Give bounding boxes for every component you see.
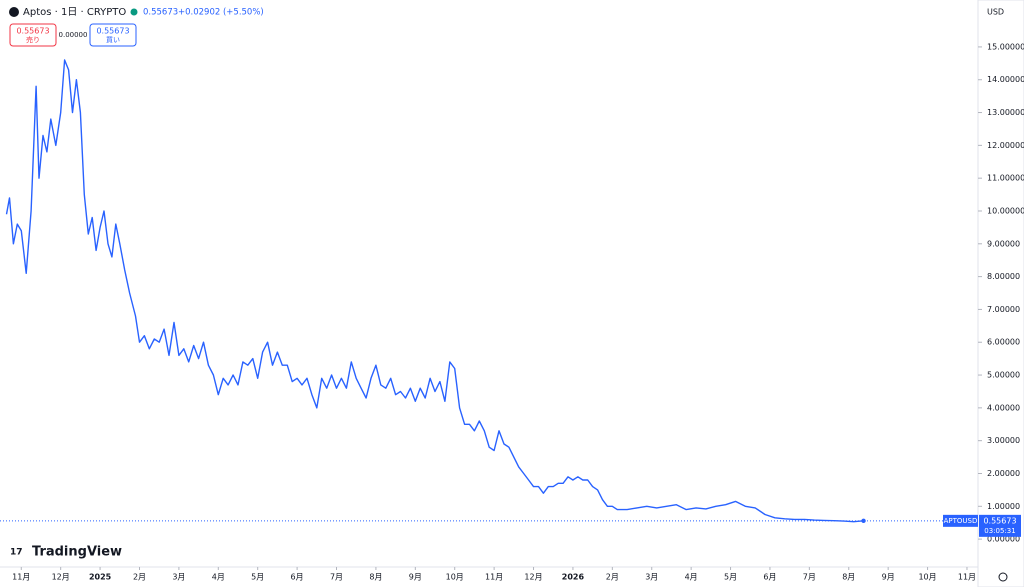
x-tick-label: 8月 [369, 573, 382, 582]
x-tick-label: 11月 [958, 573, 976, 582]
y-tick-label: 9.00000 [987, 239, 1020, 248]
symbol-tag [943, 514, 978, 527]
last-point [861, 518, 866, 524]
y-tick-label: 7.00000 [987, 305, 1020, 314]
x-tick-label: 6月 [291, 573, 304, 582]
y-tick-label: 1.00000 [987, 502, 1020, 511]
symbol-tag-text: APTOUSD [944, 517, 978, 525]
x-tick-label: 2月 [606, 573, 619, 582]
spread: 0.00000 [59, 31, 88, 39]
y-tick-label: 14.00000 [987, 75, 1024, 84]
y-tick-label: 10.00000 [987, 206, 1024, 215]
x-tick-label: 7月 [330, 573, 343, 582]
y-tick-label: 13.00000 [987, 108, 1024, 117]
symbol-icon [9, 7, 19, 17]
y-tick-label: 5.00000 [987, 371, 1020, 380]
x-tick-label: 9月 [882, 573, 895, 582]
x-tick-label: 5月 [251, 573, 264, 582]
x-tick-label: 7月 [803, 573, 816, 582]
x-tick-label: 10月 [918, 573, 936, 582]
x-tick-label: 10月 [446, 573, 464, 582]
x-tick-label: 3月 [172, 573, 185, 582]
y-tick-label: 2.00000 [987, 469, 1020, 478]
x-tick-label: 4月 [212, 573, 225, 582]
y-tick-label: 12.00000 [987, 141, 1024, 150]
logo-text: TradingView [32, 545, 122, 560]
buy-label[interactable]: 買い [106, 36, 120, 44]
x-tick-label: 6月 [763, 573, 776, 582]
buy-price[interactable]: 0.55673 [96, 27, 129, 36]
x-tick-label: 11月 [12, 573, 30, 582]
price-tag [979, 514, 1021, 537]
buy-button[interactable] [89, 23, 137, 47]
sell-button[interactable] [9, 23, 57, 47]
x-tick-label: 2月 [133, 573, 146, 582]
x-tick-label: 12月 [52, 573, 70, 582]
x-tick-label: 12月 [524, 573, 542, 582]
currency: USD [987, 8, 1004, 17]
x-tick-label: 5月 [724, 573, 737, 582]
sell-label[interactable]: 売り [26, 35, 40, 44]
price-change: +0.02902 (+5.50%) [178, 8, 264, 18]
y-tick-label: 15.00000 [987, 42, 1024, 51]
x-tick-label: 9月 [409, 573, 422, 582]
price-axis-panel [977, 0, 1024, 587]
y-tick-label: 0.00000 [987, 535, 1020, 544]
price-tag-text: 0.55673 [983, 516, 1016, 525]
x-tick-label: 2026 [562, 573, 585, 582]
symbol: Aptos · 1日 · CRYPTO [23, 7, 126, 18]
y-tick-label: 8.00000 [987, 272, 1020, 281]
y-tick-label: 3.00000 [987, 436, 1020, 445]
logo-mark: 17 [10, 548, 23, 558]
y-tick-label: 4.00000 [987, 403, 1020, 412]
x-tick-label: 3月 [645, 573, 658, 582]
x-tick-label: 4月 [685, 573, 698, 582]
sell-price[interactable]: 0.55673 [16, 27, 49, 36]
x-tick-label: 11月 [485, 573, 503, 582]
settings-icon[interactable] [998, 572, 1008, 582]
price-line [5, 59, 864, 523]
market-status [130, 8, 138, 16]
y-tick-label: 6.00000 [987, 338, 1020, 347]
y-tick-label: 11.00000 [987, 174, 1024, 183]
last-price: 0.55673 [143, 8, 178, 18]
countdown: 03:05:31 [984, 527, 1015, 535]
x-tick-label: 8月 [842, 573, 855, 582]
x-tick-label: 2025 [89, 573, 112, 582]
